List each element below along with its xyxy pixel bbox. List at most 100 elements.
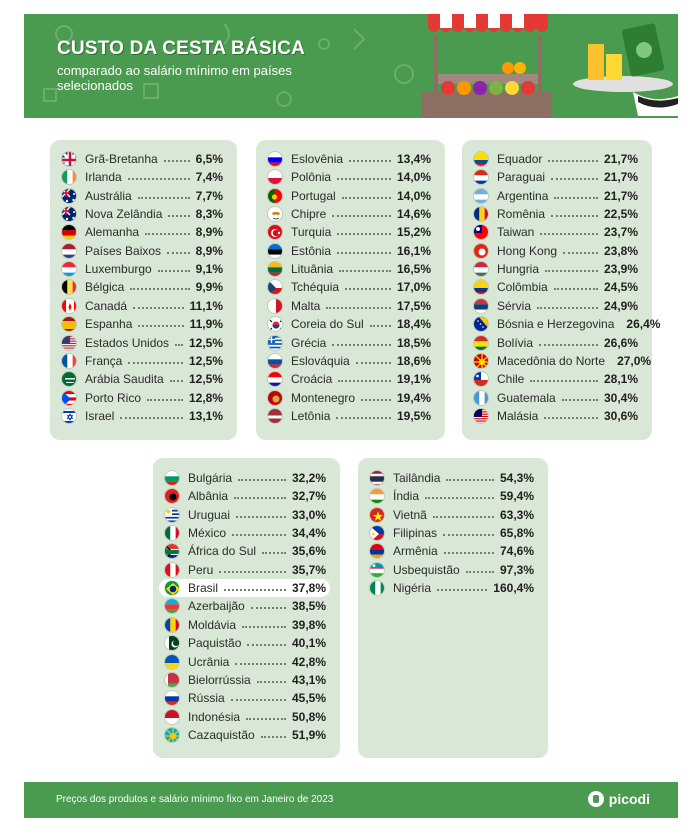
country-label: Croácia: [291, 372, 333, 387]
country-label: Sérvia: [497, 298, 532, 313]
country-label: Macedônia do Norte: [497, 353, 606, 368]
flag-estados-unidos-icon: [61, 334, 77, 351]
country-label: Portugal: [291, 188, 336, 203]
table-row: Chipre 14,6%: [262, 205, 435, 223]
table-row: Estados Unidos 12,5%: [56, 334, 227, 352]
country-label: Austrália: [85, 188, 132, 203]
table-row: Países Baixos 8,9%: [56, 242, 227, 260]
table-row: Arábia Saudita 12,5%: [56, 370, 227, 388]
value-label: 12,5%: [188, 335, 223, 350]
value-label: 35,6%: [291, 544, 326, 559]
table-row: Bélgica 9,9%: [56, 278, 227, 296]
flag-australia-icon: [61, 187, 77, 204]
country-label: Tchéquia: [291, 280, 340, 295]
table-row: Romênia 22,5%: [468, 205, 642, 223]
leader-dots: [553, 288, 598, 291]
flag-tchequia-icon: [267, 279, 283, 296]
value-label: 22,5%: [603, 207, 638, 222]
flag-arabia-saudita-icon: [61, 371, 77, 388]
country-label: Hungria: [497, 262, 540, 277]
flag-eslovenia-icon: [267, 151, 283, 167]
flag-hong-kong-icon: [473, 242, 489, 259]
table-row: Letônia 19,5%: [262, 407, 435, 425]
country-label: Montenegro: [291, 390, 356, 405]
country-label: Letônia: [291, 408, 331, 423]
value-label: 18,6%: [396, 353, 431, 368]
country-label: Chile: [497, 372, 525, 387]
country-label: Estados Unidos: [85, 335, 170, 350]
country-label: Rússia: [188, 691, 225, 706]
page-title: CUSTO DA CESTA BÁSICA: [57, 38, 306, 59]
leader-dots: [234, 497, 286, 500]
leader-dots: [551, 215, 598, 218]
table-row: Cazaquistão 51,9%: [159, 726, 330, 744]
flag-armenia-icon: [369, 543, 385, 560]
country-label: Cazaquistão: [188, 727, 255, 742]
leader-dots: [345, 288, 391, 291]
flag-hungria-icon: [473, 261, 489, 278]
table-row: Brasil 37,8%: [159, 579, 330, 598]
value-label: 14,0%: [396, 170, 431, 185]
flag-malasia-icon: [473, 407, 489, 424]
flag-tailandia-icon: [369, 470, 385, 486]
country-label: Lituânia: [291, 262, 334, 277]
value-label: 18,4%: [396, 317, 431, 332]
flag-israel-icon: [61, 407, 77, 424]
table-row: Índia 59,4%: [364, 487, 538, 505]
leader-dots: [138, 325, 184, 328]
table-row: México 34,4%: [159, 524, 330, 542]
value-label: 11,9%: [189, 317, 223, 332]
leader-dots: [247, 644, 286, 647]
value-label: 23,7%: [603, 225, 638, 240]
country-label: Hong Kong: [497, 243, 558, 258]
flag-bielorrussia-icon: [164, 671, 180, 688]
value-label: 26,6%: [603, 335, 638, 350]
country-label: México: [188, 526, 227, 541]
table-row: Polônia 14,0%: [262, 168, 435, 186]
country-label: Eslovênia: [291, 152, 344, 166]
country-label: Tailândia: [393, 471, 441, 485]
table-row: Bielorrússia 43,1%: [159, 671, 330, 689]
flag-grecia-icon: [267, 334, 283, 351]
leader-dots: [563, 251, 598, 254]
leader-dots: [246, 717, 286, 720]
country-label: Países Baixos: [85, 243, 162, 258]
value-label: 28,1%: [603, 372, 638, 387]
leader-dots: [539, 343, 598, 346]
value-label: 45,5%: [291, 691, 326, 706]
flag-ucrania-icon: [164, 653, 180, 670]
value-label: 18,5%: [396, 335, 431, 350]
value-label: 19,4%: [396, 390, 431, 405]
flag-franca-icon: [61, 352, 77, 369]
flag-paraguai-icon: [473, 169, 489, 186]
leader-dots: [236, 515, 286, 518]
table-row: Paquistão 40,1%: [159, 634, 330, 652]
leader-dots: [337, 251, 391, 254]
market-stall-illustration: [422, 14, 678, 118]
flag-chile-icon: [473, 371, 489, 388]
table-row: Sérvia 24,9%: [468, 297, 642, 315]
leader-dots: [219, 570, 286, 573]
table-row: Armênia 74,6%: [364, 542, 538, 560]
flag-croacia-icon: [267, 371, 283, 388]
leader-dots: [128, 361, 183, 364]
country-label: Coreia do Sul: [291, 317, 364, 332]
country-label: Armênia: [393, 544, 438, 559]
flag-canada-icon: [61, 297, 77, 314]
leader-dots: [145, 233, 190, 236]
country-label: Turquia: [291, 225, 332, 240]
country-label: Malásia: [497, 408, 539, 423]
table-row: Ucrânia 42,8%: [159, 653, 330, 671]
leader-dots: [548, 160, 598, 162]
leader-dots: [133, 306, 184, 309]
value-label: 38,5%: [291, 599, 326, 614]
table-row: Uruguai 33,0%: [159, 506, 330, 524]
table-row: Vietnã 63,3%: [364, 506, 538, 524]
value-label: 40,1%: [291, 636, 326, 651]
value-label: 16,5%: [396, 262, 431, 277]
leader-dots: [537, 306, 598, 309]
flag-russia-icon: [164, 690, 180, 707]
brand-name: picodi: [608, 791, 650, 807]
country-label: Bulgária: [188, 471, 233, 485]
leader-dots: [443, 552, 494, 555]
